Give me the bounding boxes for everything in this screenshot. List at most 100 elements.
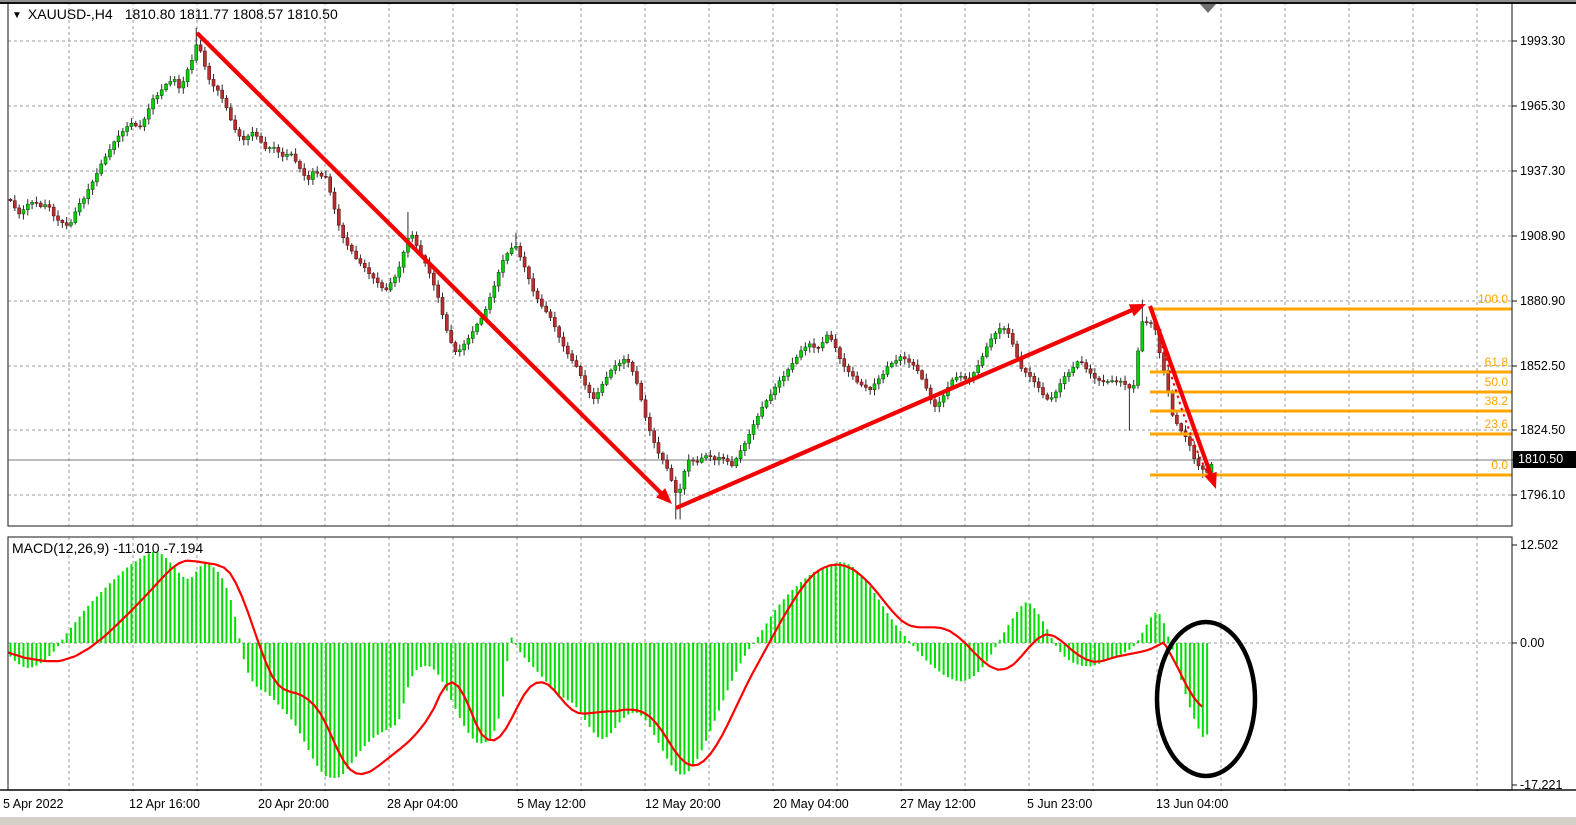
macd-histogram-bar [437, 643, 440, 675]
macd-histogram-bar [821, 567, 824, 643]
macd-histogram-bar [899, 630, 902, 643]
candle-body [112, 141, 116, 150]
candle-body [21, 209, 26, 215]
macd-histogram-bar [1128, 643, 1131, 650]
macd-histogram-bar [739, 643, 742, 664]
candle-body [1093, 373, 1097, 379]
macd-histogram-bar [467, 643, 470, 733]
macd-histogram-bar [1132, 643, 1135, 647]
macd-histogram-bar [1124, 643, 1127, 653]
macd-histogram-bar [523, 643, 526, 658]
macd-histogram-bar [1085, 643, 1088, 667]
candle-body [492, 285, 497, 298]
candle-body [622, 358, 626, 364]
candle-body [51, 206, 56, 217]
candle-body [1054, 391, 1058, 399]
fib-level-line[interactable] [1150, 473, 1512, 477]
macd-histogram-bar [791, 590, 794, 643]
macd-histogram-bar [864, 581, 867, 643]
macd-histogram-bar [860, 575, 863, 643]
candle-body [146, 108, 151, 120]
candle-body [1196, 458, 1201, 467]
candle-body [976, 365, 980, 373]
fib-level-line[interactable] [1150, 409, 1512, 413]
candle-body [712, 456, 717, 460]
macd-histogram-bar [87, 605, 90, 643]
candle-body [289, 153, 294, 156]
macd-histogram-bar [342, 643, 345, 774]
macd-histogram-bar [1193, 643, 1196, 719]
candle-body [540, 298, 544, 307]
fib-level-line[interactable] [1150, 390, 1512, 394]
macd-histogram-bar [748, 643, 751, 649]
candle-body [825, 334, 829, 343]
macd-histogram-bar [234, 616, 237, 643]
candle-body [272, 147, 276, 149]
macd-histogram-bar [653, 643, 656, 735]
fib-level-line[interactable] [1150, 307, 1512, 311]
candle-body [151, 98, 155, 110]
candle-body [298, 161, 302, 169]
macd-histogram-bar [601, 643, 604, 740]
time-axis-label: 13 Jun 04:00 [1156, 797, 1229, 811]
macd-histogram-bar [709, 643, 712, 731]
time-axis-label: 20 May 04:00 [773, 797, 849, 811]
chart-top-border [0, 2, 1576, 4]
scroll-position-marker-icon[interactable] [1200, 4, 1216, 13]
time-axis-label: 28 Apr 04:00 [387, 797, 458, 811]
trend-arrow-line[interactable] [675, 305, 1139, 510]
macd-histogram-bar [588, 643, 591, 727]
macd-histogram-bar [393, 643, 396, 726]
macd-histogram-bar [644, 643, 647, 721]
candle-body [462, 343, 466, 351]
macd-histogram-bar [851, 566, 854, 643]
time-axis-label: 5 Apr 2022 [3, 797, 64, 811]
candle-body [531, 278, 536, 292]
candle-body [993, 332, 998, 340]
macd-histogram-bar [130, 564, 133, 643]
macd-histogram-bar [18, 643, 21, 665]
candle-body [77, 203, 82, 213]
macd-histogram-bar [972, 643, 975, 677]
candle-body [509, 247, 514, 254]
trend-arrow-line[interactable] [195, 31, 667, 499]
macd-histogram-bar [273, 643, 276, 701]
macd-histogram-bar [873, 592, 876, 643]
candle-body [13, 200, 17, 209]
macd-histogram-bar [363, 643, 366, 747]
fib-level-line[interactable] [1150, 432, 1512, 436]
fib-level-label: 61.8 [1484, 355, 1508, 369]
time-axis-label: 20 Apr 20:00 [258, 797, 329, 811]
macd-histogram-bar [951, 643, 954, 680]
macd-histogram-bar [419, 643, 422, 667]
macd-histogram-bar [264, 643, 267, 693]
trend-arrow-line[interactable] [1148, 305, 1215, 481]
candle-body [505, 253, 510, 261]
macd-histogram-bar [609, 643, 612, 734]
macd-histogram-bar [830, 564, 833, 643]
candle-body [1002, 328, 1006, 330]
candle-body [881, 374, 885, 380]
candle-body [138, 125, 142, 128]
macd-histogram-bar [389, 643, 392, 728]
candle-body [1075, 361, 1080, 368]
macd-ellipse-annotation[interactable] [1154, 619, 1258, 779]
candle-body [95, 173, 99, 183]
candle-body [285, 153, 289, 157]
time-axis-strip[interactable] [0, 791, 1576, 817]
candle-body [527, 266, 531, 280]
trend-arrow-head[interactable] [1128, 304, 1146, 317]
macd-histogram-bar [1072, 643, 1075, 663]
macd-histogram-bar [277, 643, 280, 705]
candle-body [1123, 380, 1127, 385]
macd-histogram-bar [774, 610, 777, 643]
macd-histogram-bar [553, 643, 556, 691]
trend-arrow-head[interactable] [1204, 471, 1217, 489]
fib-level-line[interactable] [1150, 370, 1512, 374]
candle-body [237, 129, 242, 137]
symbol-dropdown-icon[interactable]: ▼ [12, 10, 22, 21]
trend-arrow-head[interactable] [656, 488, 672, 504]
candle-body [846, 366, 851, 372]
macd-histogram-bar [679, 643, 682, 775]
